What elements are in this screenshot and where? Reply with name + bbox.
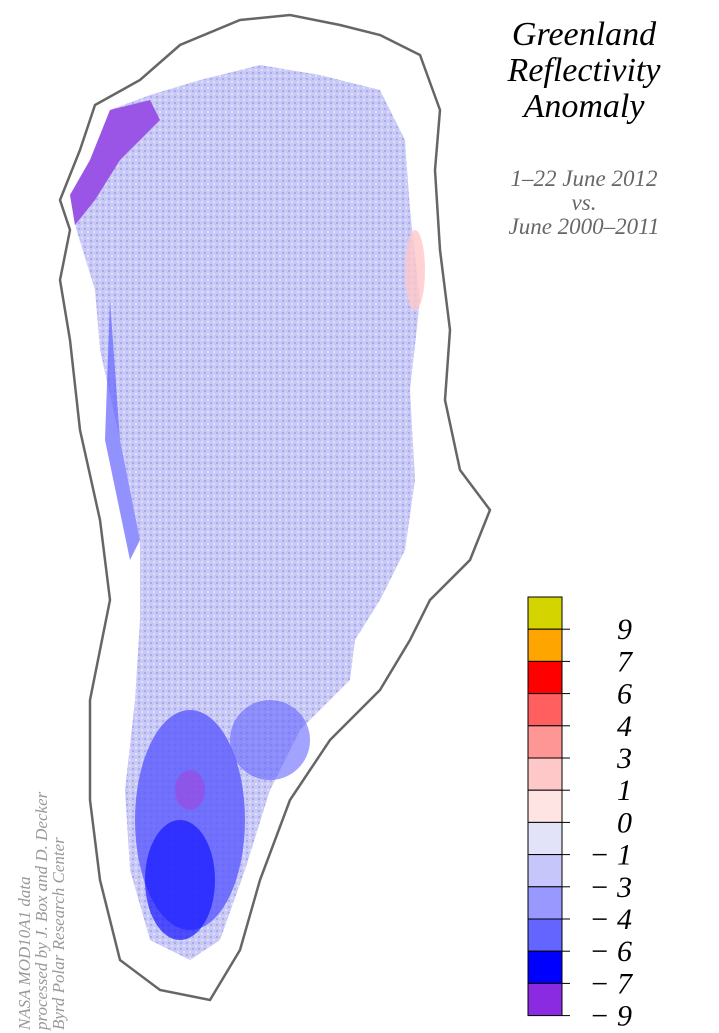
legend-swatch (527, 789, 563, 823)
legend-label: − 7 (589, 967, 634, 1000)
title-line: Greenland (512, 16, 657, 53)
credit-line: NASA MOD10A1 data (15, 876, 34, 1031)
subtitle-line: vs. (572, 190, 597, 215)
credit-line: Byrd Polar Research Center (49, 837, 68, 1030)
legend-label: 1 (617, 774, 632, 807)
legend-swatch (527, 596, 563, 630)
ice-sheet (70, 65, 425, 960)
credit-line: processed by J. Box and D. Decker (32, 791, 51, 1031)
title-line: Anomaly (522, 88, 646, 125)
title-line: Reflectivity (507, 52, 662, 89)
legend-swatch (527, 854, 563, 888)
legend-swatch (527, 725, 563, 759)
legend-swatch (527, 693, 563, 727)
legend-swatch (527, 918, 563, 952)
legend-label: − 9 (589, 1000, 632, 1033)
legend-label: 6 (617, 678, 632, 711)
legend-label: − 4 (589, 903, 632, 936)
legend-swatch (527, 950, 563, 984)
legend-label: 4 (617, 710, 632, 743)
legend-swatch (527, 886, 563, 920)
legend-label: − 1 (589, 839, 632, 872)
legend-label: 3 (616, 742, 632, 775)
legend-swatch (527, 757, 563, 791)
legend-label: − 3 (589, 871, 632, 904)
legend-swatch (527, 660, 563, 695)
subtitle-line: June 2000–2011 (509, 214, 660, 239)
legend-label: 9 (617, 613, 632, 646)
legend-label: 0 (617, 806, 632, 839)
subtitle-line: 1–22 June 2012 (511, 166, 658, 191)
legend-label: − 6 (589, 935, 632, 968)
coastline (58, 13, 492, 1002)
legend-swatch (527, 982, 563, 1017)
legend-swatch (527, 628, 563, 662)
legend-swatch (527, 821, 563, 856)
legend-label: 7 (617, 645, 634, 678)
